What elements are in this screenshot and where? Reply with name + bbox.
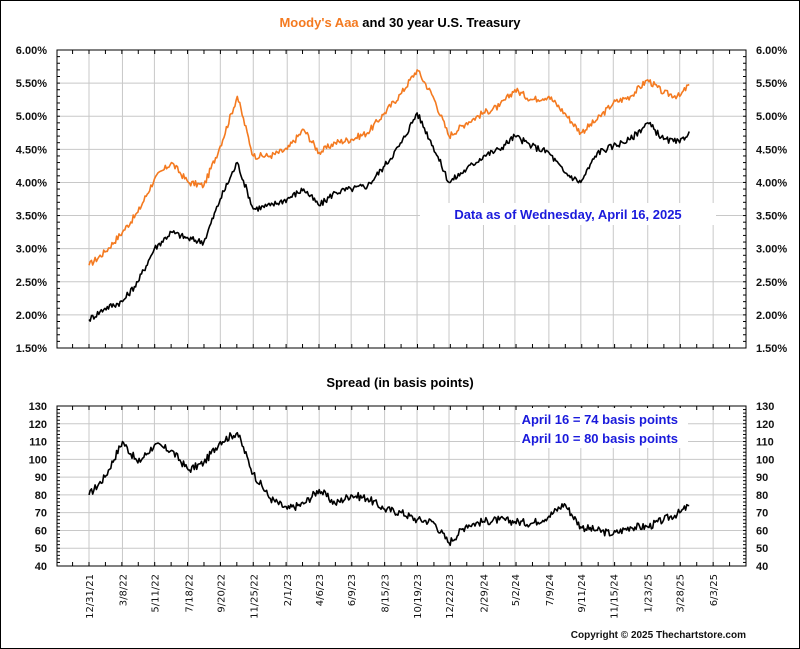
bottom-chart-y-axis-left: 130 120 110 100 90 80 70 60 50 40 — [29, 401, 47, 573]
y-tick-label-right: 2.50% — [756, 277, 787, 289]
y-tick-label-left: 4.50% — [16, 144, 47, 156]
y-tick-label-right: 4.50% — [756, 144, 787, 156]
y-tick-label-left: 6.00% — [16, 45, 47, 57]
bottom-chart-series — [88, 431, 690, 547]
top-chart-axis-ticks — [57, 49, 747, 349]
series-line-moody-s-aaa — [88, 69, 690, 266]
y-tick-label-right: 90 — [756, 472, 768, 484]
y-tick-label-right: 5.00% — [756, 111, 787, 123]
y-tick-label-left: 2.00% — [16, 310, 47, 322]
top-chart-y-axis-left: 6.00% 5.50% 5.00% 4.50% 4.00% 3.50% 3.00% 2.50%… — [16, 45, 47, 355]
y-tick-label-right: 120 — [756, 419, 774, 431]
y-tick-label-right: 2.00% — [756, 310, 787, 322]
y-tick-label-right: 4.00% — [756, 177, 787, 189]
x-tick-label: 9/20/22 — [216, 574, 227, 613]
y-tick-label-left: 1.50% — [16, 343, 47, 355]
x-tick-label: 2/1/23 — [283, 574, 294, 606]
x-tick-label: 2/29/24 — [479, 574, 490, 613]
bottom-chart-title: Spread (in basis points) — [326, 375, 473, 390]
y-tick-label-left: 110 — [29, 437, 47, 449]
top-chart-y-axis-right: 6.00% 5.50% 5.00% 4.50% 4.00% 3.50% 3.00% 2.50%… — [756, 45, 787, 355]
copyright-text: Copyright © 2025 Thechartstore.com — [571, 630, 746, 641]
y-tick-label-left: 2.50% — [16, 277, 47, 289]
x-tick-label: 3/8/22 — [118, 574, 129, 606]
y-tick-label-left: 3.50% — [16, 211, 47, 223]
x-tick-label: 5/11/22 — [150, 574, 161, 613]
x-tick-label: 5/2/24 — [511, 574, 522, 606]
x-tick-label: 12/22/23 — [445, 574, 456, 619]
y-tick-label-right: 1.50% — [756, 343, 787, 355]
x-tick-label: 6/9/23 — [347, 574, 358, 606]
y-tick-label-left: 60 — [35, 525, 47, 537]
title-aaa-part: Moody's Aaa — [279, 15, 359, 30]
y-tick-label-left: 130 — [29, 401, 47, 413]
y-tick-label-left: 40 — [35, 561, 47, 573]
bottom-chart-axis-ticks — [57, 405, 747, 567]
y-tick-label-left: 120 — [29, 419, 47, 431]
x-tick-label: 1/23/25 — [644, 574, 655, 613]
top-chart-title: Moody's Aaa and 30 year U.S. Treasury — [279, 15, 521, 30]
data-as-of-annotation: Data as of Wednesday, April 16, 2025 — [454, 207, 681, 222]
x-tick-label: 7/18/22 — [184, 574, 195, 613]
top-chart-grid — [57, 50, 746, 348]
top-chart-series — [88, 69, 690, 322]
y-tick-label-right: 130 — [756, 401, 774, 413]
y-tick-label-left: 3.00% — [16, 244, 47, 256]
bottom-chart-x-axis-labels: 12/31/21 3/8/22 5/11/22 7/18/22 9/20/22 11/25… — [85, 574, 720, 619]
y-tick-label-left: 5.50% — [16, 78, 47, 90]
y-tick-label-left: 70 — [35, 508, 47, 520]
bottom-chart-y-axis-right: 130 120 110 100 90 80 70 60 50 40 — [756, 401, 774, 573]
x-tick-label: 12/31/21 — [85, 574, 96, 619]
series-line-30-year-u-s-treasury — [88, 112, 690, 322]
y-tick-label-left: 100 — [29, 454, 47, 466]
spread-annotation-april-10: April 10 = 80 basis points — [522, 431, 678, 446]
x-tick-label: 10/19/23 — [413, 574, 424, 619]
annotation-bg — [420, 203, 716, 225]
y-tick-label-left: 80 — [35, 490, 47, 502]
x-tick-label: 3/28/25 — [676, 574, 687, 613]
y-tick-label-left: 50 — [35, 543, 47, 555]
y-tick-label-right: 3.50% — [756, 211, 787, 223]
y-tick-label-right: 100 — [756, 454, 774, 466]
x-tick-label: 9/11/24 — [577, 574, 588, 613]
y-tick-label-right: 6.00% — [756, 45, 787, 57]
y-tick-label-right: 3.00% — [756, 244, 787, 256]
spread-annotation-bg — [520, 408, 688, 448]
y-tick-label-left: 5.00% — [16, 111, 47, 123]
y-tick-label-right: 80 — [756, 490, 768, 502]
y-tick-label-right: 60 — [756, 525, 768, 537]
x-tick-label: 11/25/22 — [249, 574, 260, 619]
x-tick-label: 4/6/23 — [315, 574, 326, 606]
x-tick-label: 6/3/25 — [709, 574, 720, 606]
title-treasury-part: and 30 year U.S. Treasury — [359, 15, 522, 30]
y-tick-label-right: 110 — [756, 437, 774, 449]
x-tick-label: 7/9/24 — [545, 574, 556, 606]
y-tick-label-right: 70 — [756, 508, 768, 520]
y-tick-label-right: 5.50% — [756, 78, 787, 90]
x-tick-label: 11/15/24 — [609, 574, 620, 619]
y-tick-label-right: 40 — [756, 561, 768, 573]
top-chart-plot-area — [56, 49, 747, 349]
series-line-spread — [88, 431, 690, 547]
y-tick-label-right: 50 — [756, 543, 768, 555]
y-tick-label-left: 90 — [35, 472, 47, 484]
spread-annotation-april-16: April 16 = 74 basis points — [522, 412, 678, 427]
y-tick-label-left: 4.00% — [16, 177, 47, 189]
x-tick-label: 8/15/23 — [381, 574, 392, 613]
